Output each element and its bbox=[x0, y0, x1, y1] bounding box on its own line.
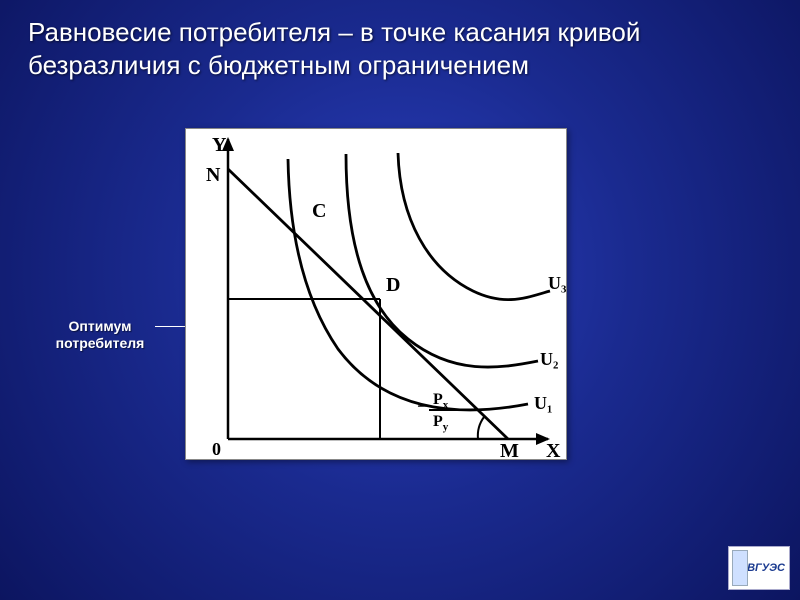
curve-u1 bbox=[288, 159, 528, 410]
logo-badge: ВГУЭС bbox=[728, 546, 790, 590]
slide-title: Равновесие потребителя – в точке касания… bbox=[28, 16, 760, 81]
budget-line bbox=[228, 169, 508, 439]
annotation-text: Оптимумпотребителя bbox=[56, 318, 145, 351]
curve-u2 bbox=[346, 154, 538, 367]
logo-stripe bbox=[732, 550, 748, 586]
chart-container: Y X 0 N M U₁ U₂ U₃ C bbox=[185, 128, 567, 460]
x-axis-label: X bbox=[546, 440, 561, 459]
point-m-label: M bbox=[500, 440, 519, 459]
slide-background: Равновесие потребителя – в точке касания… bbox=[0, 0, 800, 600]
y-axis-label: Y bbox=[212, 134, 227, 156]
curve-u3 bbox=[398, 153, 550, 300]
point-c-label: C bbox=[312, 200, 326, 222]
slope-sign: − bbox=[417, 396, 427, 416]
slope-angle-arc bbox=[478, 417, 484, 439]
u1-label: U₁ bbox=[534, 393, 552, 413]
slope-py: Py bbox=[433, 413, 449, 433]
slope-fraction: − Px Py bbox=[417, 391, 459, 433]
u3-label: U₃ bbox=[548, 273, 566, 293]
chart-svg: Y X 0 N M U₁ U₂ U₃ C bbox=[186, 129, 566, 459]
origin-label: 0 bbox=[212, 439, 221, 459]
point-d-label: D bbox=[386, 274, 400, 296]
point-n-label: N bbox=[206, 164, 221, 186]
logo-text: ВГУЭС bbox=[747, 562, 785, 574]
annotation-optimum: Оптимумпотребителя bbox=[40, 318, 160, 352]
u2-label: U₂ bbox=[540, 349, 558, 369]
